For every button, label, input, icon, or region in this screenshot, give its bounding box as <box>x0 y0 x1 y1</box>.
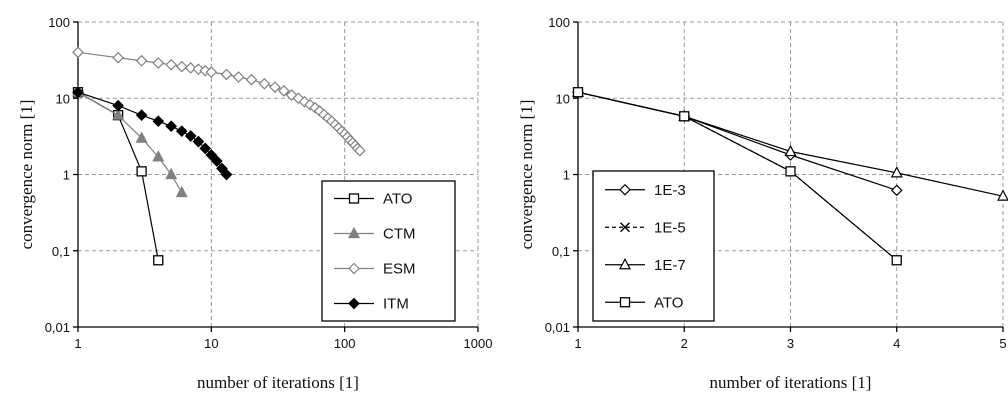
chart-left: 0,01 0,1 1 10 100 1 10 100 1000 number of iterati… <box>17 15 492 392</box>
data-point <box>136 166 147 177</box>
y-tick-label: 0,01 <box>45 320 70 335</box>
y-tick-label: 100 <box>48 15 70 30</box>
x-axis-label: number of iterations [1] <box>710 373 872 392</box>
y-tick-label: 0,1 <box>52 244 70 259</box>
legend-marker <box>619 297 631 308</box>
legend-label: 1E-3 <box>654 182 686 199</box>
y-axis-label: convergence norm [1] <box>517 100 536 250</box>
data-point <box>572 87 584 98</box>
legend-label: 1E-7 <box>654 257 686 274</box>
data-point <box>72 46 84 59</box>
y-tick-label: 1 <box>63 168 70 183</box>
data-point <box>199 142 212 155</box>
legend: 1E-3 1E-5 1E-7 ATO <box>592 170 715 322</box>
x-tick-label: 5 <box>999 336 1006 351</box>
x-axis-label: number of iterations [1] <box>197 373 359 392</box>
legend-marker <box>620 222 630 233</box>
data-point <box>245 73 258 86</box>
x-tick-label: 1 <box>74 336 81 351</box>
legend-marker <box>619 257 631 270</box>
data-point <box>112 108 125 120</box>
data-point <box>890 184 903 197</box>
legend-marker <box>348 226 360 239</box>
legend: ATO CTM ESM ITM <box>321 180 456 322</box>
y-tick-label: 1 <box>563 168 570 183</box>
data-point <box>153 255 164 266</box>
data-point <box>258 77 271 90</box>
data-point <box>679 111 690 122</box>
data-point <box>112 99 124 112</box>
legend-marker <box>619 183 631 196</box>
y-tick-label: 10 <box>556 91 570 106</box>
chart-right: 0,01 0,1 1 10 100 1 2 3 4 5 number of iterations [… <box>517 15 1008 392</box>
legend-label: ESM <box>383 261 416 278</box>
data-point <box>205 66 218 78</box>
legend-box <box>592 170 715 322</box>
data-point <box>205 149 218 161</box>
y-tick-label: 10 <box>56 91 70 106</box>
x-tick-label: 3 <box>787 336 794 351</box>
x-tick-label: 1 <box>574 336 581 351</box>
data-point <box>135 109 148 122</box>
data-point <box>891 255 902 266</box>
data-point <box>269 81 281 93</box>
data-point <box>890 166 903 178</box>
legend-label: 1E-5 <box>654 219 686 236</box>
data-point <box>72 86 84 99</box>
legend-label: ATO <box>654 294 683 311</box>
legend-label: ITM <box>383 296 409 313</box>
data-point <box>232 71 245 83</box>
y-tick-label: 100 <box>548 15 570 30</box>
data-point <box>184 62 197 74</box>
legend-label: ATO <box>383 191 412 208</box>
legend-marker <box>348 297 360 310</box>
legend-marker <box>348 262 360 275</box>
data-point <box>165 167 178 180</box>
data-point <box>211 155 223 167</box>
data-point <box>220 168 233 181</box>
data-point <box>784 144 797 157</box>
data-point <box>220 68 233 81</box>
y-tick-label: 0,1 <box>552 244 570 259</box>
data-point <box>175 125 188 138</box>
data-point <box>175 60 188 73</box>
data-point <box>785 166 796 177</box>
series-line <box>77 51 361 152</box>
y-axis-label: convergence norm [1] <box>17 100 36 250</box>
series-esm <box>72 46 366 157</box>
series-ato <box>572 87 902 266</box>
x-tick-label: 10 <box>204 336 218 351</box>
x-tick-label: 100 <box>334 336 356 351</box>
y-tick-label: 0,01 <box>545 320 570 335</box>
data-point <box>135 54 148 67</box>
legend-marker <box>348 193 360 204</box>
data-point <box>165 58 178 71</box>
data-point <box>192 135 205 148</box>
data-point <box>152 115 165 128</box>
x-tick-label: 4 <box>893 336 900 351</box>
data-point <box>152 57 165 69</box>
data-point <box>152 150 165 162</box>
data-point <box>175 185 188 198</box>
series-itm <box>72 86 233 181</box>
data-point <box>112 51 124 64</box>
x-tick-label: 2 <box>681 336 688 351</box>
data-point <box>165 120 178 133</box>
series-ctm <box>72 85 188 198</box>
legend-box <box>321 180 456 322</box>
data-point <box>278 85 290 97</box>
data-point <box>997 189 1008 201</box>
x-tick-label: 1000 <box>464 336 493 351</box>
data-point <box>184 130 197 142</box>
data-point <box>135 131 148 143</box>
series-line <box>577 91 898 261</box>
legend-label: CTM <box>383 226 416 243</box>
data-point <box>354 144 366 157</box>
